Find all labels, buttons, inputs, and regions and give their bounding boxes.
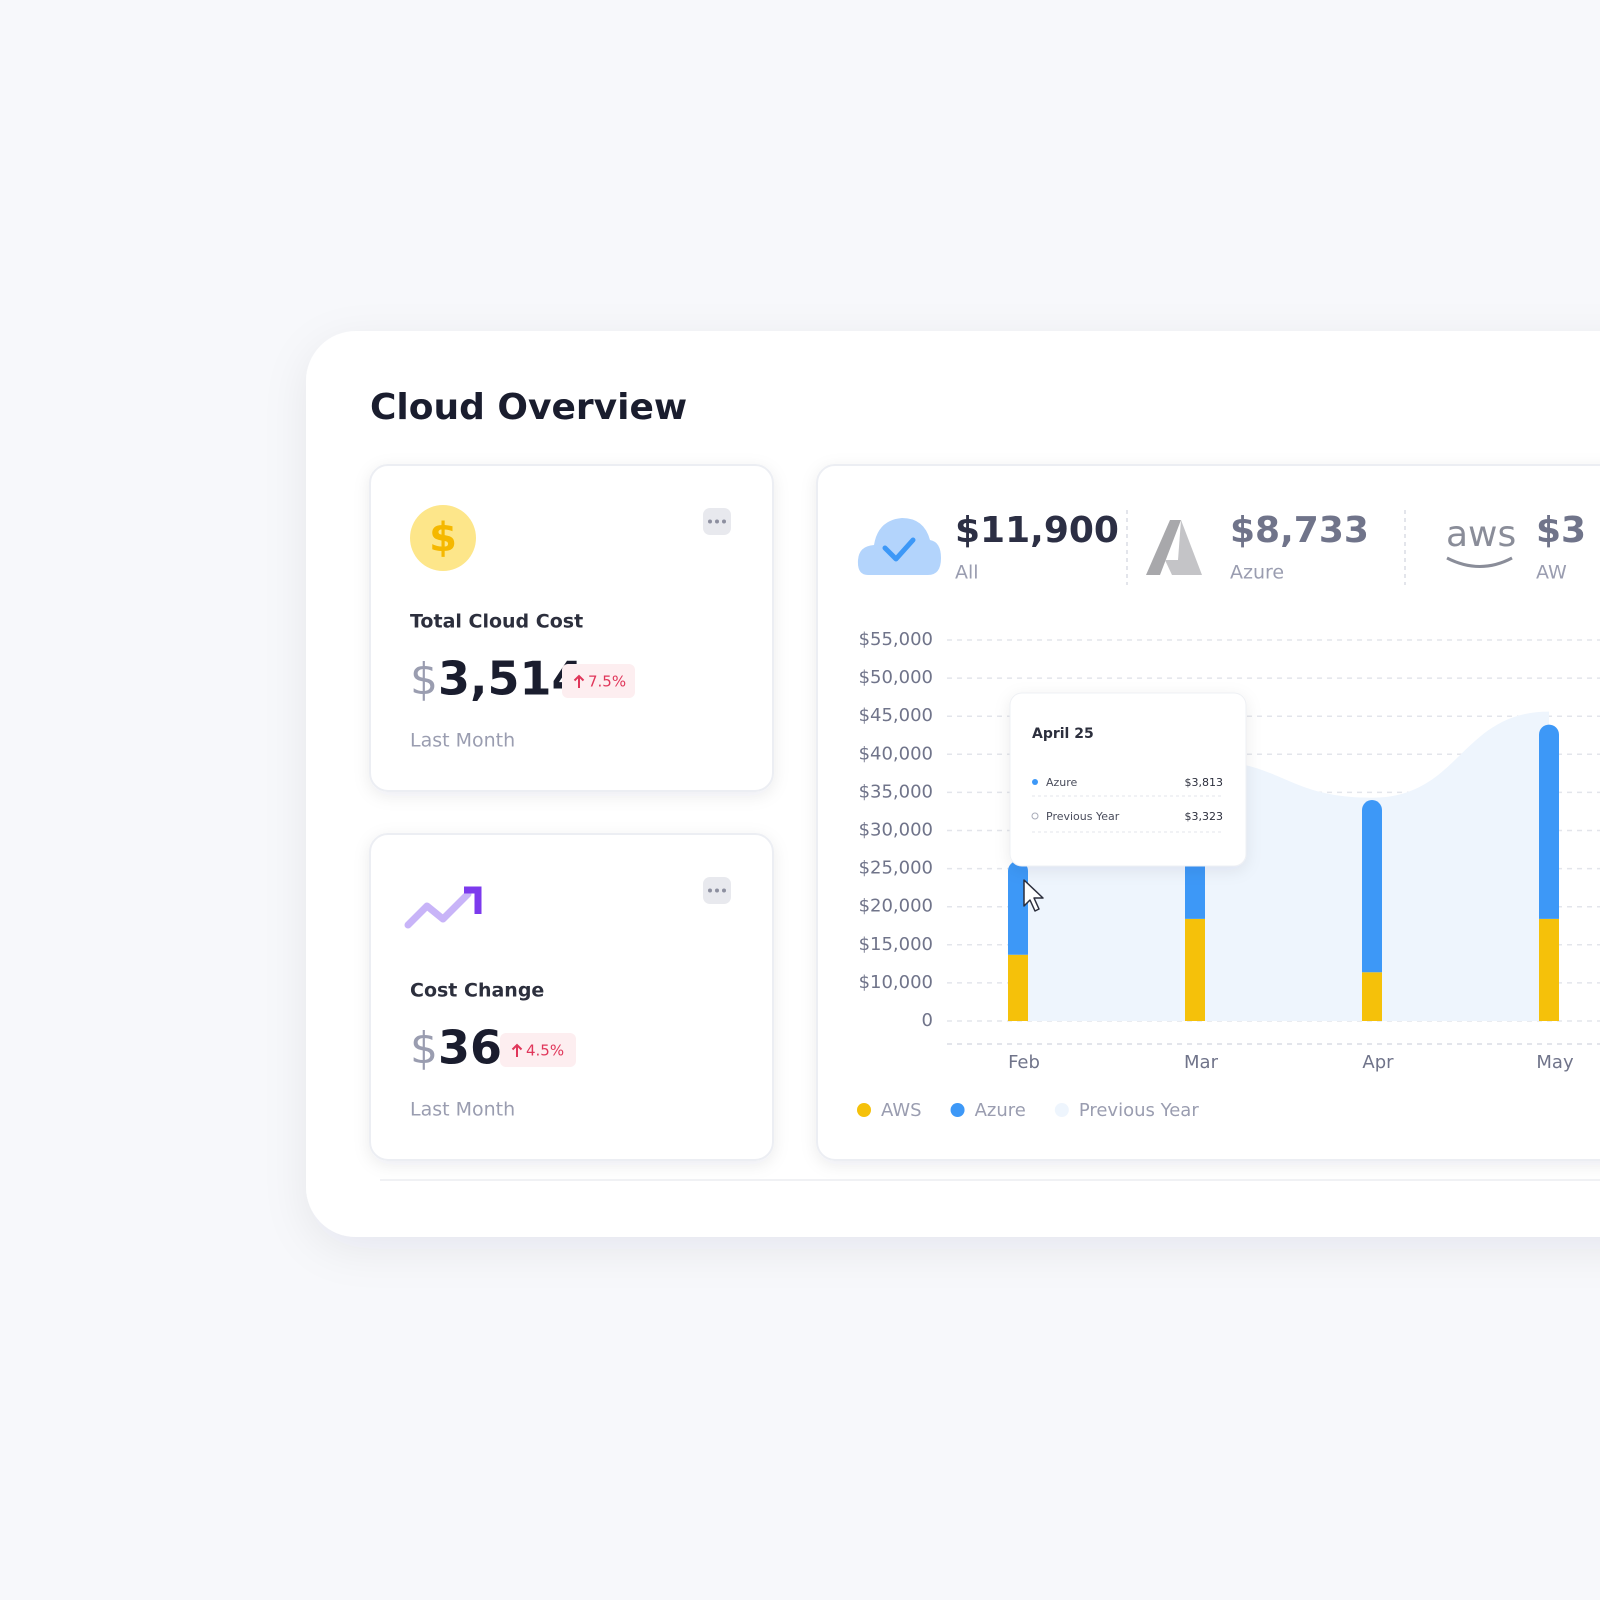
dot <box>715 519 719 524</box>
summary-label: All <box>955 562 979 584</box>
card-title: Total Cloud Cost <box>410 611 583 633</box>
page-title: Cloud Overview <box>370 387 687 428</box>
x-tick-label: Feb <box>1008 1052 1040 1073</box>
up-arrow <box>511 1043 523 1057</box>
summary-value: $8,733 <box>1230 510 1369 551</box>
y-tick-label: $20,000 <box>859 896 933 917</box>
legend-swatch <box>1054 1103 1069 1117</box>
dollar-icon: $ <box>429 515 457 561</box>
card-title: Cost Change <box>410 980 544 1002</box>
y-tick-label: $50,000 <box>859 667 933 688</box>
bar <box>1008 954 1028 1021</box>
summary-label: AW <box>1536 562 1567 584</box>
bar <box>1185 918 1205 1021</box>
dot <box>722 519 726 524</box>
icon-bg <box>410 505 476 571</box>
cloud-icon <box>857 518 941 575</box>
summary-value: $11,900 <box>955 510 1119 551</box>
change-badge <box>562 664 635 698</box>
y-tick-label: $55,000 <box>859 629 933 650</box>
bar <box>1362 800 1382 973</box>
tooltip-title: April 25 <box>1032 726 1094 742</box>
change-badge <box>500 1033 576 1067</box>
dot <box>708 888 712 893</box>
y-tick-label: 0 <box>922 1010 933 1031</box>
tooltip-bg <box>1009 692 1247 867</box>
card-period: Last Month <box>410 730 515 752</box>
legend-swatch <box>857 1103 871 1117</box>
tooltip-name: Previous Year <box>1046 810 1120 823</box>
aws-smile <box>1446 556 1513 568</box>
summary-value: $3 <box>1536 510 1586 551</box>
cursor <box>1023 879 1044 912</box>
tooltip-dot <box>1032 779 1038 785</box>
aws-logo: aws <box>1446 514 1516 555</box>
y-tick-label: $35,000 <box>859 781 933 802</box>
x-tick-label: Mar <box>1184 1052 1219 1073</box>
legend-label: AWS <box>881 1100 922 1121</box>
dot <box>708 519 712 524</box>
y-tick-label: $15,000 <box>859 934 933 955</box>
azure-logo <box>1165 520 1202 575</box>
y-tick-label: $25,000 <box>859 858 933 879</box>
card-value: 36 <box>438 1021 502 1075</box>
azure-logo <box>1146 520 1181 575</box>
tooltip-value: $3,323 <box>1185 810 1224 823</box>
tooltip-name: Azure <box>1046 776 1078 789</box>
legend-swatch <box>950 1103 965 1117</box>
legend-label: Previous Year <box>1079 1100 1200 1121</box>
trend-icon <box>404 890 472 929</box>
more-button[interactable] <box>703 877 731 904</box>
y-tick-label: $30,000 <box>859 820 933 841</box>
change-value: 4.5% <box>526 1042 564 1060</box>
dot <box>722 888 726 893</box>
y-tick-label: $45,000 <box>859 705 933 726</box>
bar <box>1539 918 1559 1021</box>
trend-arrow <box>464 886 482 914</box>
dot <box>715 888 719 893</box>
card-period: Last Month <box>410 1099 515 1121</box>
x-tick-label: Apr <box>1362 1052 1394 1073</box>
legend-label: Azure <box>975 1100 1026 1121</box>
currency: $ <box>410 654 438 705</box>
more-button[interactable] <box>703 508 731 535</box>
currency: $ <box>410 1023 438 1074</box>
change-value: 7.5% <box>588 673 626 691</box>
bar <box>1539 724 1559 919</box>
card-value: 3,514 <box>438 652 584 706</box>
summary-label: Azure <box>1230 562 1284 584</box>
bar <box>1362 972 1382 1021</box>
y-tick-label: $10,000 <box>859 972 933 993</box>
tooltip-dot <box>1031 812 1039 820</box>
up-arrow <box>573 674 585 688</box>
check-icon <box>882 537 916 562</box>
y-tick-label: $40,000 <box>859 743 933 764</box>
tooltip-value: $3,813 <box>1185 776 1224 789</box>
tooltip: April 25 Azure $3,813 Previous Year $3,3… <box>1009 692 1247 867</box>
change-card <box>369 833 774 1161</box>
bar <box>1008 860 1028 955</box>
x-tick-label: May <box>1536 1052 1574 1073</box>
